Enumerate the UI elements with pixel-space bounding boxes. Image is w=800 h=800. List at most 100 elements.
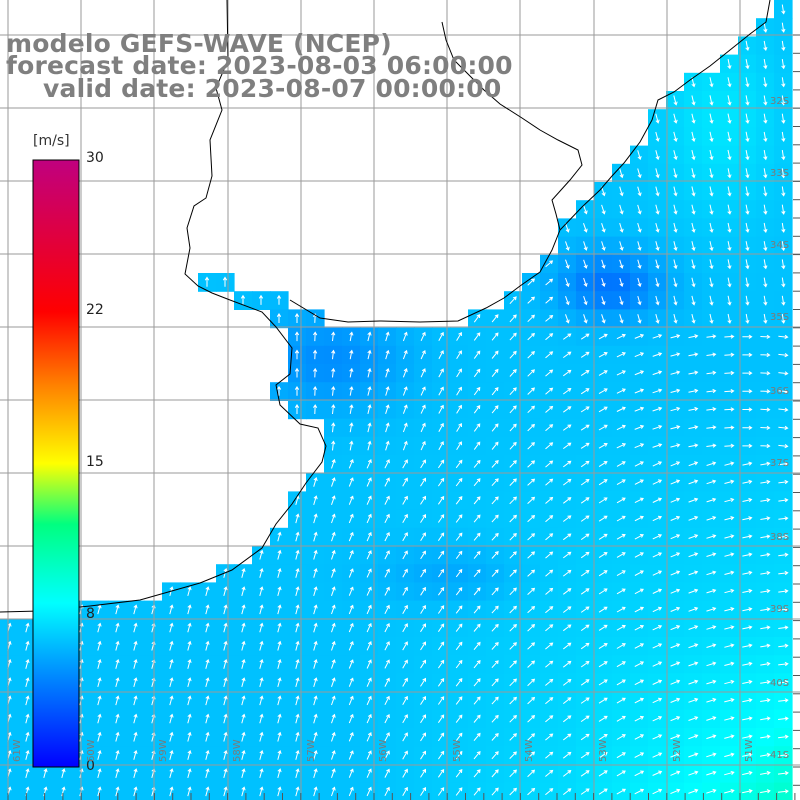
wind-arrow (438, 568, 445, 578)
wind-arrow (688, 661, 699, 667)
lon-label-51w: 51W (744, 739, 755, 762)
wind-arrow (473, 441, 481, 450)
wind-arrow (473, 368, 481, 378)
wind-arrow (420, 532, 426, 542)
wind-arrow (742, 661, 753, 666)
wind-arrow (402, 440, 408, 451)
wind-arrow (616, 588, 626, 595)
wind-arrow (778, 661, 789, 667)
wind-arrow (745, 168, 750, 179)
wind-arrow (349, 349, 354, 360)
wind-arrow (637, 314, 642, 324)
wind-arrow (763, 222, 768, 234)
wind-arrow (709, 313, 714, 324)
wind-arrow (313, 640, 318, 651)
wind-arrow (277, 786, 282, 797)
wind-arrow (420, 641, 426, 651)
wind-arrow (205, 622, 210, 633)
wind-arrow (187, 750, 192, 760)
wind-arrow (760, 407, 771, 412)
wind-arrow (763, 113, 768, 124)
wind-arrow (724, 334, 735, 339)
wind-arrow (331, 731, 336, 742)
wind-arrow (563, 442, 572, 450)
wind-arrow (709, 295, 714, 306)
wind-arrow (366, 513, 372, 524)
wind-arrow (402, 349, 408, 360)
wind-arrow (670, 352, 681, 357)
wind-arrow (562, 679, 572, 686)
wind-arrow (527, 569, 536, 577)
wind-arrow (384, 786, 390, 797)
wind-arrow (598, 715, 608, 722)
wind-arrow (652, 697, 663, 704)
wind-arrow (634, 570, 644, 576)
wind-arrow (169, 713, 174, 724)
wind-arrow (616, 788, 627, 795)
wind-arrow (706, 679, 717, 685)
wind-arrow (348, 677, 354, 687)
wind-arrow (259, 568, 264, 578)
wind-arrow (313, 495, 318, 506)
wind-arrow (384, 513, 390, 524)
wind-arrow (688, 606, 699, 612)
wind-arrow (724, 516, 735, 521)
wind-arrow (742, 479, 753, 484)
wind-arrow (655, 131, 660, 142)
wind-arrow (724, 461, 735, 466)
lat-label-32s: 32S (770, 96, 790, 107)
wind-arrow (580, 588, 590, 595)
wind-arrow (706, 479, 717, 485)
wind-arrow (706, 788, 717, 794)
model-title: modelo GEFS-WAVE (NCEP) (6, 29, 392, 58)
wind-arrow (491, 696, 499, 705)
wind-arrow (634, 552, 644, 558)
wind-arrow (619, 168, 624, 179)
wind-arrow (331, 786, 336, 797)
wind-arrow (745, 204, 750, 215)
wind-arrow (763, 40, 768, 52)
wind-arrow (313, 531, 318, 542)
wind-arrow (778, 752, 789, 758)
wind-arrow (781, 113, 786, 124)
wind-arrow (706, 607, 717, 612)
wind-arrow (706, 370, 717, 375)
wind-arrow (688, 643, 699, 649)
wind-arrow (760, 570, 771, 575)
wind-arrow (349, 422, 354, 433)
wind-arrow (259, 659, 264, 669)
wind-arrow (313, 677, 318, 688)
wind-arrow (491, 587, 499, 596)
wind-arrow (652, 752, 663, 758)
wind-arrow (348, 786, 354, 797)
wind-arrow (763, 59, 768, 70)
wind-arrow (259, 586, 264, 597)
wind-arrow (348, 768, 354, 778)
wind-arrow (655, 222, 660, 233)
wind-arrow (402, 532, 408, 542)
wind-arrow (97, 768, 102, 779)
wind-arrow (545, 351, 554, 359)
wind-arrow (97, 695, 102, 706)
wind-arrow (420, 732, 426, 742)
wind-arrow (527, 405, 535, 414)
wind-arrow (781, 77, 786, 88)
wind-arrow (367, 349, 372, 360)
wind-arrow (670, 479, 681, 485)
wind-arrow (205, 695, 210, 706)
wind-arrow (437, 659, 445, 669)
wind-arrow (760, 752, 771, 757)
wind-arrow (455, 732, 463, 742)
wind-arrow (384, 768, 390, 778)
wind-arrow (97, 750, 102, 760)
wind-arrow (634, 443, 645, 449)
wind-arrow (583, 204, 588, 215)
wind-arrow (223, 731, 228, 742)
wind-arrow (527, 423, 535, 432)
wind-arrow (634, 333, 645, 339)
wind-arrow (187, 695, 192, 706)
wind-arrow (527, 514, 536, 523)
wind-arrow (709, 113, 714, 124)
wind-arrow (223, 713, 228, 724)
wind-arrow (402, 495, 408, 505)
